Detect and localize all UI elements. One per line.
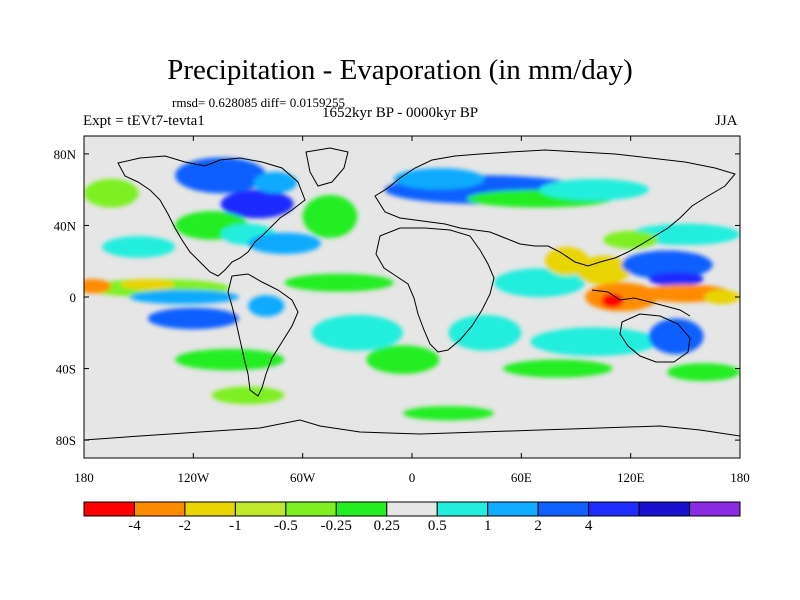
experiment-label: Expt = tEVt7-tevta1 — [83, 113, 205, 129]
anomaly-28 — [601, 293, 624, 308]
colorbar — [83, 501, 741, 517]
coast-north-america — [117, 155, 306, 277]
anomaly-37 — [648, 318, 704, 355]
colorbar-box — [234, 501, 287, 517]
colorbar-box — [588, 501, 640, 517]
colorbar-box — [133, 501, 186, 517]
coast-indonesia — [591, 289, 691, 317]
colorbar-box — [285, 501, 337, 517]
colorbar-box — [638, 501, 691, 517]
anomaly-19 — [366, 345, 440, 374]
anomaly-field — [84, 157, 740, 421]
colorbar-level-label: -0.25 — [320, 518, 352, 534]
colorbar-box — [487, 501, 539, 517]
colorbar-level-label: -1 — [229, 518, 242, 534]
x-tick-label: 180 — [730, 470, 750, 485]
colorbar-level-label: 0.25 — [373, 518, 400, 534]
anomaly-15 — [248, 295, 285, 317]
anomaly-9 — [253, 171, 298, 194]
colorbar-box — [689, 501, 741, 517]
anomaly-21 — [393, 168, 485, 190]
anomaly-38 — [503, 359, 613, 378]
y-tick-label: 40S — [56, 362, 76, 377]
anomaly-13 — [302, 195, 358, 238]
anomaly-23 — [539, 178, 649, 201]
y-tick-label: 80S — [56, 433, 76, 448]
colorbar-box — [83, 501, 135, 517]
anomaly-6 — [84, 178, 139, 208]
chart-title: Precipitation - Evaporation (in mm/day) — [167, 54, 633, 86]
y-tick-label: 80N — [54, 147, 77, 162]
coast-antarctica — [84, 419, 740, 441]
colorbar-level-label: 0.5 — [427, 518, 447, 534]
anomaly-30 — [648, 271, 704, 287]
y-axis: 80N 40N 0 40S 80S — [54, 147, 740, 448]
colorbar-box — [537, 501, 590, 517]
colorbar-box — [386, 501, 438, 517]
x-tick-label: 180 — [74, 470, 94, 485]
colorbar-level-label: 4 — [584, 518, 593, 534]
anomaly-3 — [129, 289, 239, 305]
anomaly-26 — [576, 255, 631, 285]
y-tick-label: 40N — [54, 218, 77, 233]
anomaly-34 — [603, 230, 659, 249]
anomaly-2 — [120, 279, 176, 290]
x-tick-label: 120W — [177, 470, 210, 485]
colorbar-level-label: -2 — [178, 518, 192, 534]
x-tick-label: 0 — [409, 470, 416, 485]
coastlines — [84, 147, 740, 441]
anomaly-14 — [284, 273, 394, 292]
anomaly-5 — [102, 236, 176, 258]
anomaly-8 — [220, 189, 294, 219]
anomaly-18 — [311, 314, 403, 351]
chart-subtitle: 1652kyr BP - 0000kyr BP — [322, 105, 479, 121]
colorbar-level-label: 1 — [483, 518, 492, 534]
x-axis: 180 120W 60W 0 60E 120E 180 — [74, 136, 750, 485]
anomaly-36 — [530, 327, 658, 357]
colorbar-box — [184, 501, 236, 517]
anomaly-24 — [494, 268, 586, 298]
x-tick-label: 60E — [511, 470, 532, 485]
anomaly-35 — [448, 314, 522, 351]
colorbar-box — [436, 501, 489, 517]
anomaly-39 — [667, 363, 740, 382]
colorbar-level-label: -0.5 — [273, 518, 298, 534]
anomaly-40 — [402, 406, 495, 421]
colorbar-level-label: 2 — [534, 518, 542, 534]
anomaly-7 — [175, 157, 267, 194]
coast-eurasia — [374, 149, 736, 267]
coast-south-america — [227, 273, 299, 397]
anomaly-12 — [248, 232, 321, 255]
coast-africa — [375, 227, 495, 353]
anomaly-17 — [211, 386, 285, 405]
anomaly-29 — [621, 250, 713, 280]
x-tick-label: 60W — [290, 470, 316, 485]
season-label: JJA — [715, 113, 738, 129]
coast-australia — [619, 313, 691, 363]
y-tick-label: 0 — [70, 290, 77, 305]
colorbar-level-label: -4 — [128, 518, 141, 534]
stats-line: rmsd= 0.628085 diff= 0.0159255 — [172, 95, 345, 110]
x-tick-label: 120E — [617, 470, 645, 485]
anomaly-4 — [147, 307, 239, 330]
anomaly-16 — [175, 348, 285, 371]
colorbar-box — [335, 501, 388, 517]
anomaly-32 — [703, 289, 740, 305]
coast-greenland — [305, 147, 349, 187]
anomaly-1 — [84, 279, 112, 294]
